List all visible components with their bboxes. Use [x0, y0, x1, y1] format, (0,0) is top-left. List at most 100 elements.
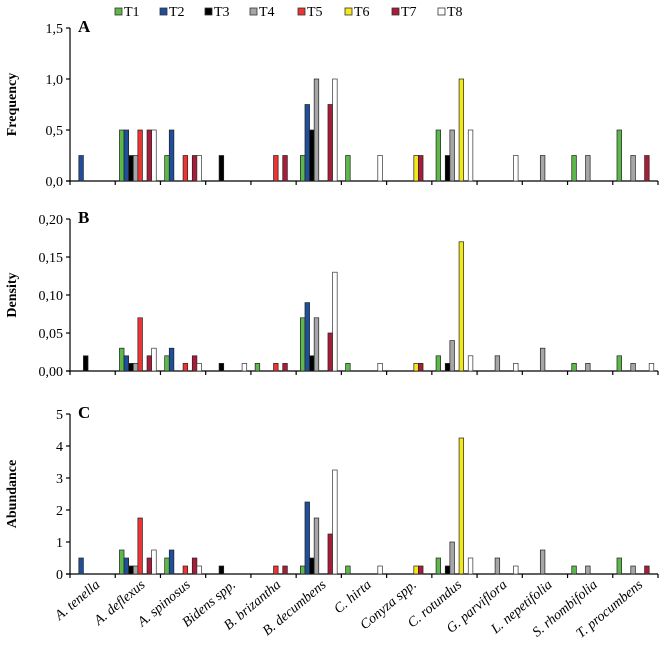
bar-t2 — [168, 549, 175, 575]
bar-t2 — [304, 104, 310, 182]
y-axis-title: Density — [5, 272, 20, 317]
bar-t6 — [458, 437, 465, 575]
y-tick-label: 1 — [56, 536, 63, 551]
legend-swatch — [204, 7, 213, 16]
bar-t1 — [345, 363, 351, 372]
bar-t1 — [571, 363, 577, 372]
bar-t3 — [309, 557, 315, 575]
bar-t5 — [182, 363, 189, 372]
y-tick-label: 3 — [56, 472, 63, 487]
legend-label: T7 — [401, 5, 417, 20]
bar-t7 — [191, 355, 198, 372]
panel-b: 0,00 0,05 0,10 0,15 0,20 Density B — [5, 208, 659, 380]
bars — [78, 437, 650, 575]
bar-t7 — [418, 155, 424, 182]
bar-t7 — [418, 363, 424, 372]
legend: T1 T2 T3 T4 T5 T6 T7 T8 — [114, 5, 463, 20]
legend-item-t5: T5 — [297, 5, 323, 20]
bars — [78, 78, 650, 182]
bar-t1 — [164, 355, 170, 372]
bar-t3 — [218, 155, 225, 182]
legend-label: T8 — [447, 5, 463, 20]
bar-t1 — [164, 557, 170, 575]
bar-t1 — [435, 355, 442, 372]
y-tick-label: 5 — [56, 408, 63, 423]
bar-t6 — [458, 78, 465, 182]
bar-t7 — [282, 155, 288, 182]
bar-t3 — [218, 565, 225, 575]
bar-t7 — [282, 565, 288, 575]
y-tick-label: 0 — [56, 568, 63, 583]
bar-t8 — [648, 363, 655, 372]
bar-t1 — [345, 155, 351, 182]
bar-t7 — [327, 332, 333, 372]
bar-t7 — [644, 155, 650, 182]
panels: 0,00,51,01,5FrequencyA0,000,050,100,150,… — [5, 17, 659, 583]
bar-t1 — [616, 129, 622, 182]
bar-t4 — [313, 517, 320, 575]
legend-label: T2 — [169, 5, 185, 20]
legend-label: T3 — [214, 5, 230, 20]
bar-t3 — [444, 155, 451, 182]
bar-t8 — [151, 129, 157, 182]
bar-t1 — [119, 129, 125, 182]
bar-t4 — [132, 565, 139, 575]
legend-item-t1: T1 — [114, 5, 140, 20]
bar-t4 — [449, 340, 455, 372]
bar-t3 — [218, 363, 225, 372]
bar-t8 — [377, 363, 383, 372]
legend-label: T4 — [259, 5, 275, 20]
bar-t6 — [413, 565, 419, 575]
bar-t1 — [616, 557, 622, 575]
y-tick-label: 1,5 — [46, 22, 64, 37]
panel-a: 0,0 0,5 1,0 1,5 Frequency A — [5, 17, 659, 190]
bar-t8 — [332, 469, 338, 575]
bar-t4 — [585, 363, 591, 372]
bar-t1 — [300, 565, 306, 575]
y-tick-label: 4 — [56, 440, 63, 455]
y-tick-label: 0,05 — [39, 327, 64, 342]
bar-t5 — [137, 129, 143, 182]
bar-t7 — [146, 557, 152, 575]
bar-t3 — [309, 129, 315, 182]
bar-t4 — [494, 355, 501, 372]
bar-t1 — [571, 565, 577, 575]
bar-t7 — [327, 104, 333, 182]
bar-t2 — [78, 155, 84, 182]
legend-label: T6 — [354, 5, 370, 20]
bar-t4 — [449, 129, 455, 182]
bar-t1 — [616, 355, 622, 372]
bar-t8 — [513, 565, 519, 575]
y-axis-title: Frequency — [5, 73, 20, 137]
y-tick-label: 0,15 — [39, 251, 64, 266]
bar-t4 — [539, 155, 546, 182]
bar-t7 — [327, 533, 333, 575]
bar-t1 — [435, 557, 442, 575]
x-tick-label: C. hirta — [332, 578, 375, 618]
bar-t4 — [630, 155, 636, 182]
bar-t4 — [585, 155, 591, 182]
legend-item-t7: T7 — [391, 5, 417, 20]
panel-letter: A — [78, 17, 91, 36]
bar-t4 — [449, 541, 455, 575]
bar-t8 — [196, 363, 202, 372]
bar-t1 — [119, 549, 125, 575]
panel-c: 0 1 2 3 4 5 Abundance C — [5, 403, 659, 583]
bar-t8 — [151, 549, 157, 575]
bar-t7 — [418, 565, 424, 575]
panel-letter: B — [78, 208, 89, 227]
bar-t5 — [137, 317, 143, 372]
bar-t7 — [191, 155, 198, 182]
legend-swatch — [249, 7, 258, 16]
y-tick-label: 2 — [56, 504, 63, 519]
y-tick-label: 1,0 — [46, 73, 64, 88]
bar-t1 — [300, 317, 306, 372]
bar-t4 — [630, 565, 636, 575]
bar-t5 — [273, 565, 279, 575]
bar-t7 — [146, 355, 152, 372]
panel-letter: C — [78, 403, 90, 422]
bar-t8 — [241, 363, 248, 372]
bars — [83, 241, 655, 372]
legend-item-t4: T4 — [249, 5, 275, 20]
